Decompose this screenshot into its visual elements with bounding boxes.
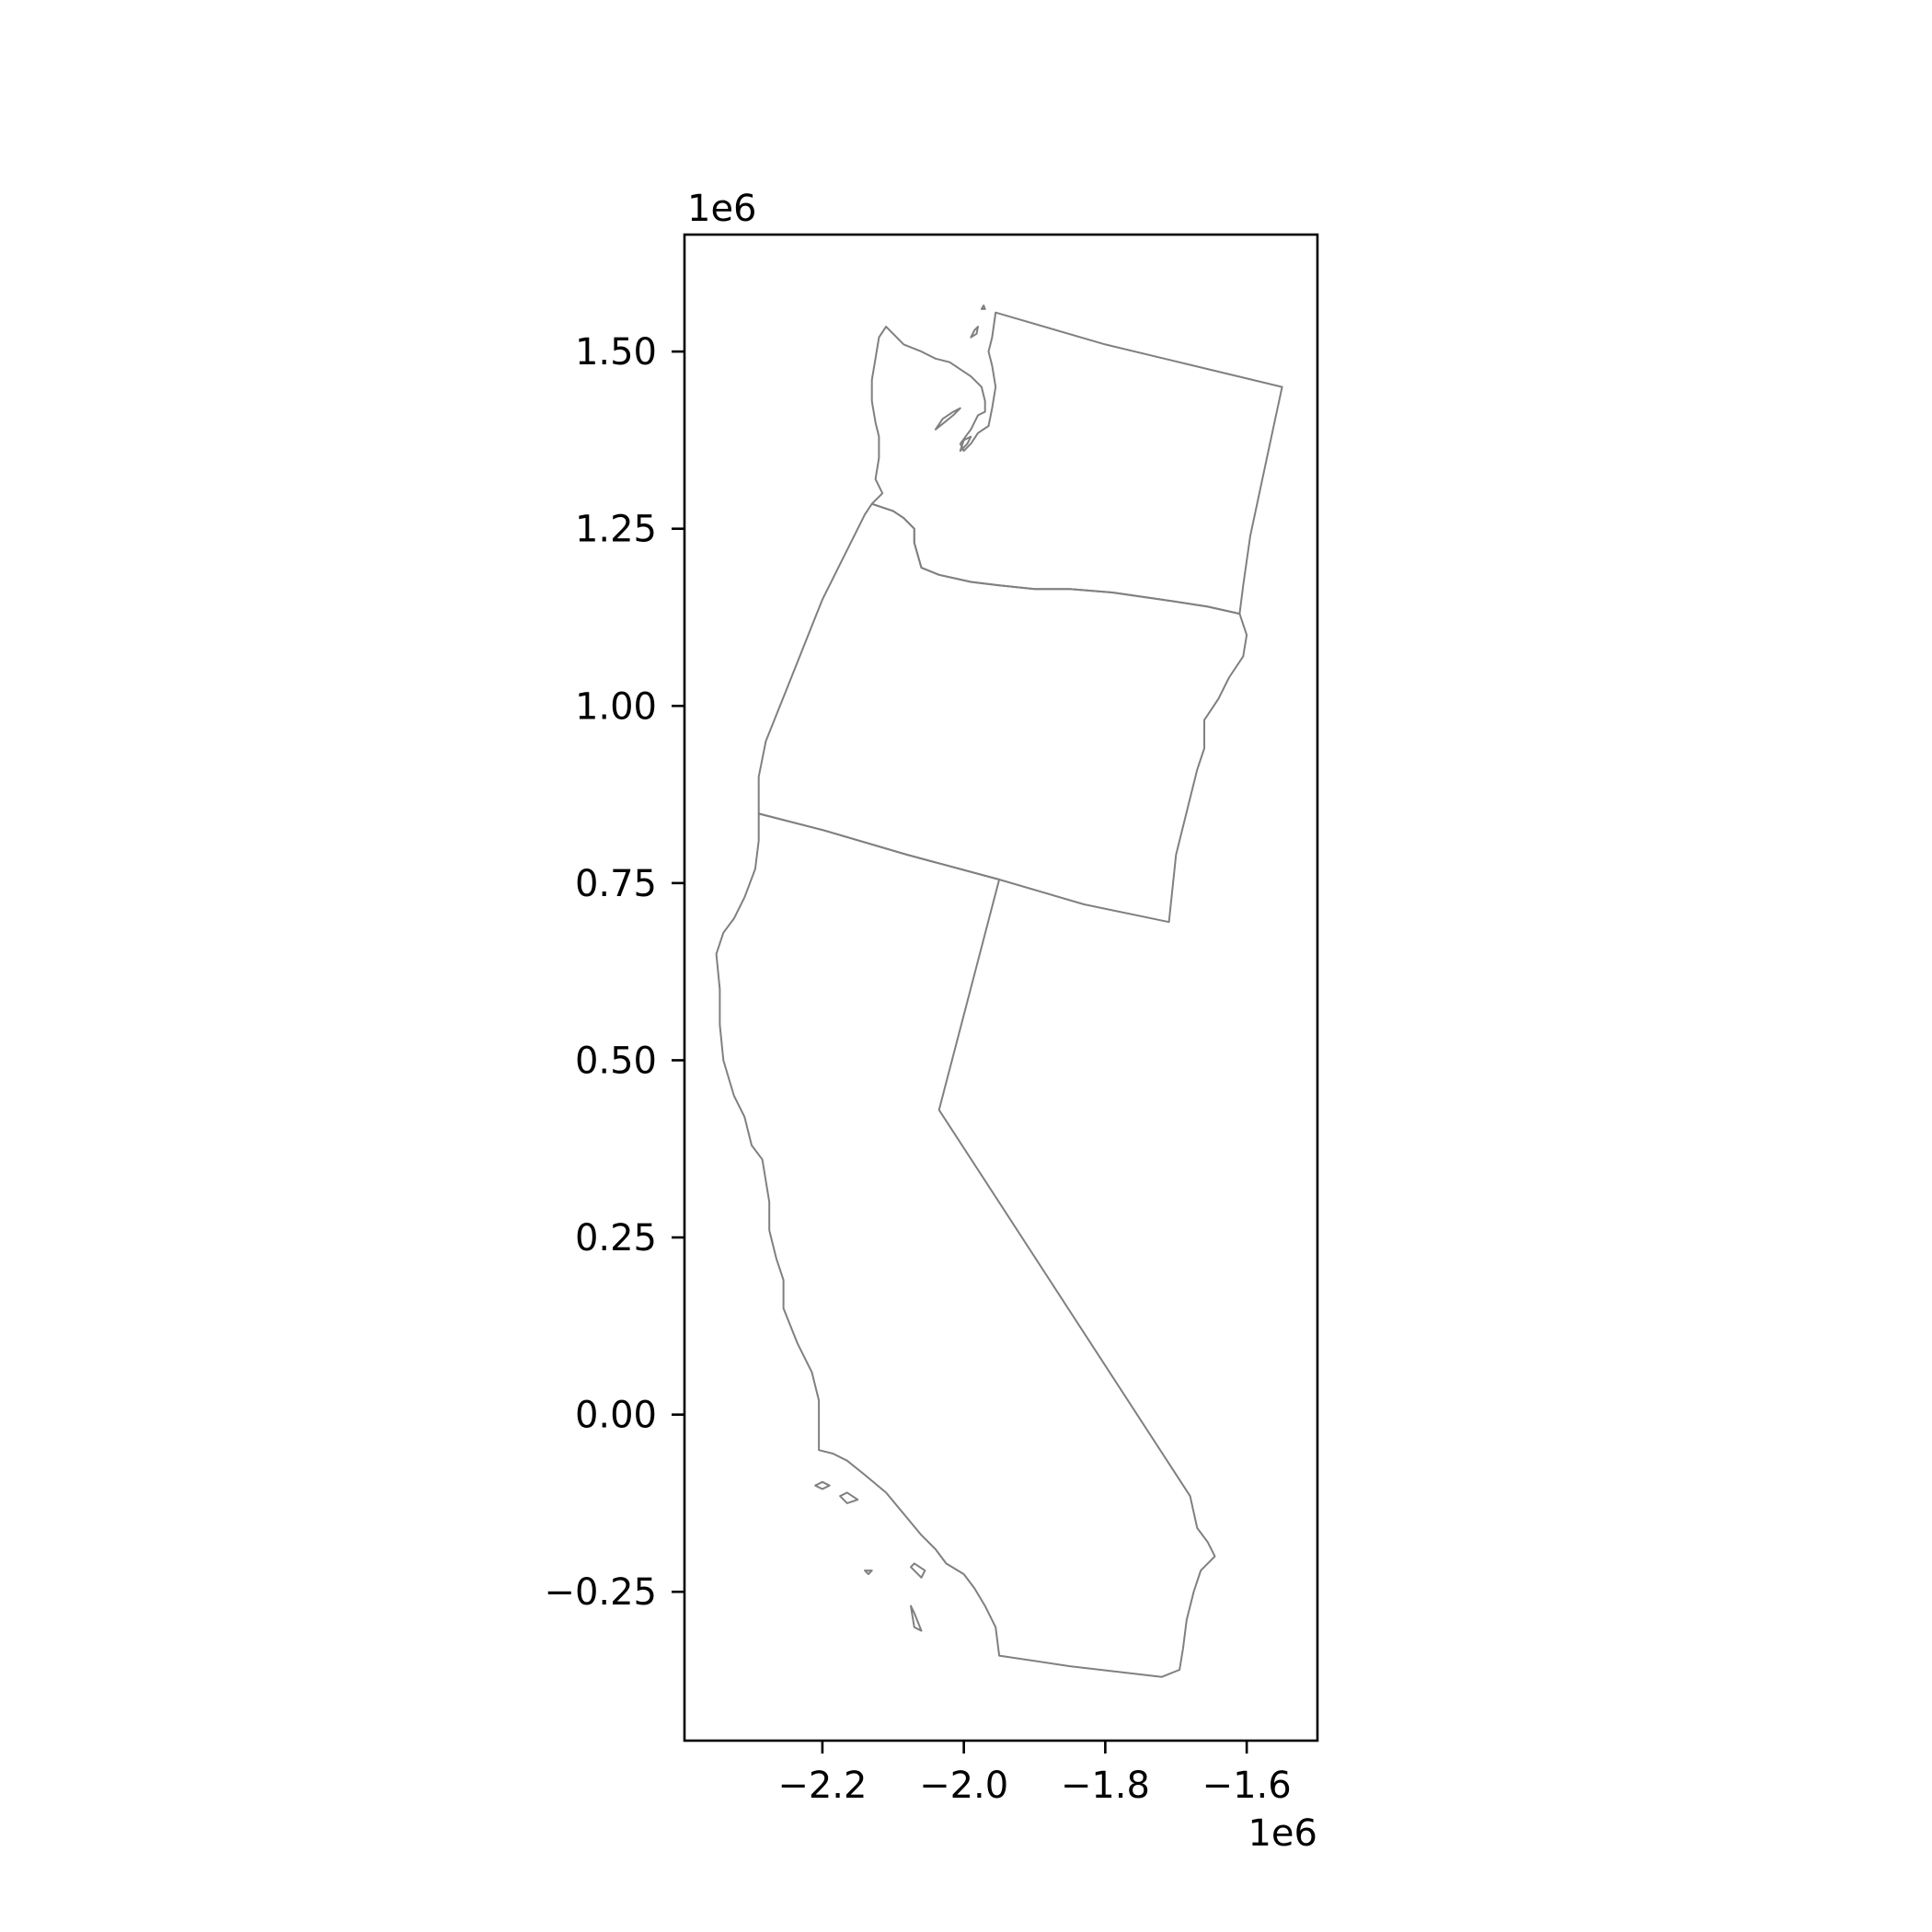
axes-frame — [683, 233, 1319, 1742]
y-axis: 1.50 1.25 1.00 0.75 0.50 0.25 0.00 −0.25 — [544, 331, 684, 1614]
region-outline-channel-islands-2 — [864, 1570, 873, 1575]
region-outline-channel-islands-0 — [814, 1480, 831, 1490]
y-tick-label: −0.25 — [544, 1571, 657, 1614]
y-tick-label: 1.00 — [575, 685, 657, 728]
y-tick-label: 0.50 — [575, 1040, 657, 1082]
y-offset-label: 1e6 — [687, 188, 757, 230]
region-outline-california — [715, 812, 1216, 1678]
y-tick-label: 0.00 — [575, 1395, 657, 1437]
region-outline-washington — [870, 311, 1283, 615]
region-outline-oregon — [757, 502, 1248, 924]
x-tick-label: −1.6 — [1202, 1765, 1292, 1807]
region-outline-washington-islands-1 — [959, 435, 972, 452]
region-outline-channel-islands-3 — [910, 1562, 926, 1579]
x-tick-label: −1.8 — [1061, 1765, 1150, 1807]
y-tick-label: 0.25 — [575, 1217, 657, 1259]
x-axis: −2.2 −2.0 −1.8 −1.6 — [777, 1741, 1292, 1807]
region-outline-channel-islands-4 — [910, 1604, 923, 1632]
x-offset-label: 1e6 — [1248, 1812, 1317, 1855]
x-tick-label: −2.0 — [919, 1765, 1008, 1807]
region-outline-channel-islands-1 — [839, 1491, 859, 1504]
y-tick-label: 1.25 — [575, 509, 657, 551]
x-tick-label: −2.2 — [777, 1765, 867, 1807]
y-tick-label: 0.75 — [575, 863, 657, 905]
region-outline-washington-islands-2 — [970, 326, 979, 339]
region-outline-washington-islands-3 — [980, 305, 986, 310]
region-outline-washington-islands-0 — [934, 407, 961, 431]
y-tick-label: 1.50 — [575, 331, 657, 374]
regions-layer — [715, 305, 1283, 1678]
